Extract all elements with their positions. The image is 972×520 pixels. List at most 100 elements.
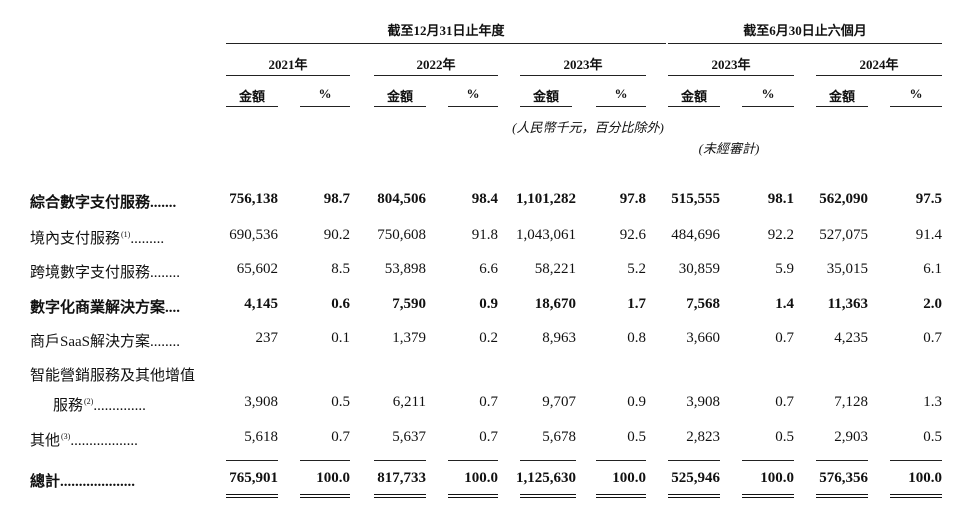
pct-col-header: %: [300, 86, 350, 102]
total-double-underline: [816, 494, 868, 498]
subtotal-rule: [596, 460, 646, 461]
amount-cell: 35,015: [827, 261, 868, 278]
percent-cell: 2.0: [923, 296, 942, 313]
percent-cell: 0.5: [331, 394, 350, 411]
amount-cell: 7,590: [392, 296, 426, 313]
year-header: 2023年: [668, 54, 794, 73]
percent-cell: 100.0: [760, 470, 794, 487]
amount-col-header: 金額: [520, 86, 572, 105]
leader-dots: ..............: [93, 398, 146, 414]
row-label: 其他(3)..................: [30, 429, 138, 450]
year-header: 2024年: [816, 54, 942, 73]
percent-cell: 0.5: [775, 429, 794, 446]
amount-cell: 5,618: [244, 429, 278, 446]
col-underline: [300, 106, 350, 107]
amount-cell: 18,670: [535, 296, 576, 313]
amount-cell: 576,356: [819, 470, 868, 487]
amount-cell: 4,235: [834, 330, 868, 347]
amount-cell: 484,696: [671, 227, 720, 244]
subtotal-rule: [668, 460, 720, 461]
leader-dots: ....: [165, 300, 180, 316]
footnote-ref: (1): [121, 230, 130, 239]
total-double-underline: [300, 494, 350, 498]
amount-cell: 3,908: [686, 394, 720, 411]
amount-cell: 1,101,282: [516, 191, 576, 208]
pct-col-header: %: [448, 86, 498, 102]
subtotal-rule: [226, 460, 278, 461]
percent-cell: 6.1: [923, 261, 942, 278]
row-label: 總計....................: [30, 470, 135, 491]
row-label: 智能營銷服務及其他增值: [30, 364, 195, 385]
col-underline: [374, 106, 426, 107]
percent-cell: 1.3: [923, 394, 942, 411]
total-double-underline: [596, 494, 646, 498]
group-underline: [226, 43, 666, 44]
amount-cell: 690,536: [229, 227, 278, 244]
percent-cell: 92.2: [768, 227, 794, 244]
amount-cell: 11,363: [828, 296, 868, 313]
pct-col-header: %: [890, 86, 942, 102]
percent-cell: 98.1: [768, 191, 794, 208]
amount-cell: 750,608: [377, 227, 426, 244]
percent-cell: 91.8: [472, 227, 498, 244]
percent-cell: 8.5: [331, 261, 350, 278]
total-double-underline: [890, 494, 942, 498]
group-underline: [668, 43, 942, 44]
percent-cell: 100.0: [612, 470, 646, 487]
amount-cell: 527,075: [819, 227, 868, 244]
amount-cell: 2,903: [834, 429, 868, 446]
amount-cell: 8,963: [542, 330, 576, 347]
percent-cell: 98.4: [472, 191, 498, 208]
amount-cell: 30,859: [679, 261, 720, 278]
subtotal-rule: [742, 460, 794, 461]
percent-cell: 0.8: [627, 330, 646, 347]
percent-cell: 90.2: [324, 227, 350, 244]
total-double-underline: [226, 494, 278, 498]
leader-dots: .........: [130, 231, 164, 247]
year-underline: [374, 75, 498, 76]
year-underline: [520, 75, 646, 76]
col-underline: [448, 106, 498, 107]
percent-cell: 0.5: [923, 429, 942, 446]
percent-cell: 100.0: [464, 470, 498, 487]
col-underline: [668, 106, 720, 107]
amount-col-header: 金額: [374, 86, 426, 105]
subtotal-rule: [816, 460, 868, 461]
percent-cell: 0.7: [479, 394, 498, 411]
total-double-underline: [520, 494, 576, 498]
amount-cell: 237: [256, 330, 279, 347]
amount-cell: 7,568: [686, 296, 720, 313]
year-underline: [226, 75, 350, 76]
col-underline: [890, 106, 942, 107]
percent-cell: 0.5: [627, 429, 646, 446]
row-label: 綜合數字支付服務.......: [30, 191, 176, 212]
leader-dots: ..................: [70, 433, 138, 449]
amount-cell: 765,901: [229, 470, 278, 487]
percent-cell: 97.8: [620, 191, 646, 208]
percent-cell: 5.2: [627, 261, 646, 278]
amount-cell: 58,221: [535, 261, 576, 278]
percent-cell: 5.9: [775, 261, 794, 278]
row-label: 境內支付服務(1).........: [30, 227, 164, 248]
col-underline: [816, 106, 868, 107]
percent-cell: 6.6: [479, 261, 498, 278]
year-group-header: 截至12月31日止年度: [226, 20, 666, 39]
pct-col-header: %: [742, 86, 794, 102]
amount-cell: 9,707: [542, 394, 576, 411]
amount-cell: 65,602: [237, 261, 278, 278]
percent-cell: 0.9: [479, 296, 498, 313]
amount-cell: 6,211: [393, 394, 426, 411]
total-double-underline: [374, 494, 426, 498]
percent-cell: 97.5: [916, 191, 942, 208]
amount-cell: 3,660: [686, 330, 720, 347]
percent-cell: 0.7: [775, 330, 794, 347]
amount-cell: 5,678: [542, 429, 576, 446]
footnote-ref: (3): [61, 432, 70, 441]
amount-cell: 525,946: [671, 470, 720, 487]
percent-cell: 1.4: [775, 296, 794, 313]
amount-cell: 5,637: [392, 429, 426, 446]
currency-note: (人民幣千元，百分比除外): [508, 117, 668, 136]
amount-col-header: 金額: [226, 86, 278, 105]
total-double-underline: [742, 494, 794, 498]
col-underline: [742, 106, 794, 107]
